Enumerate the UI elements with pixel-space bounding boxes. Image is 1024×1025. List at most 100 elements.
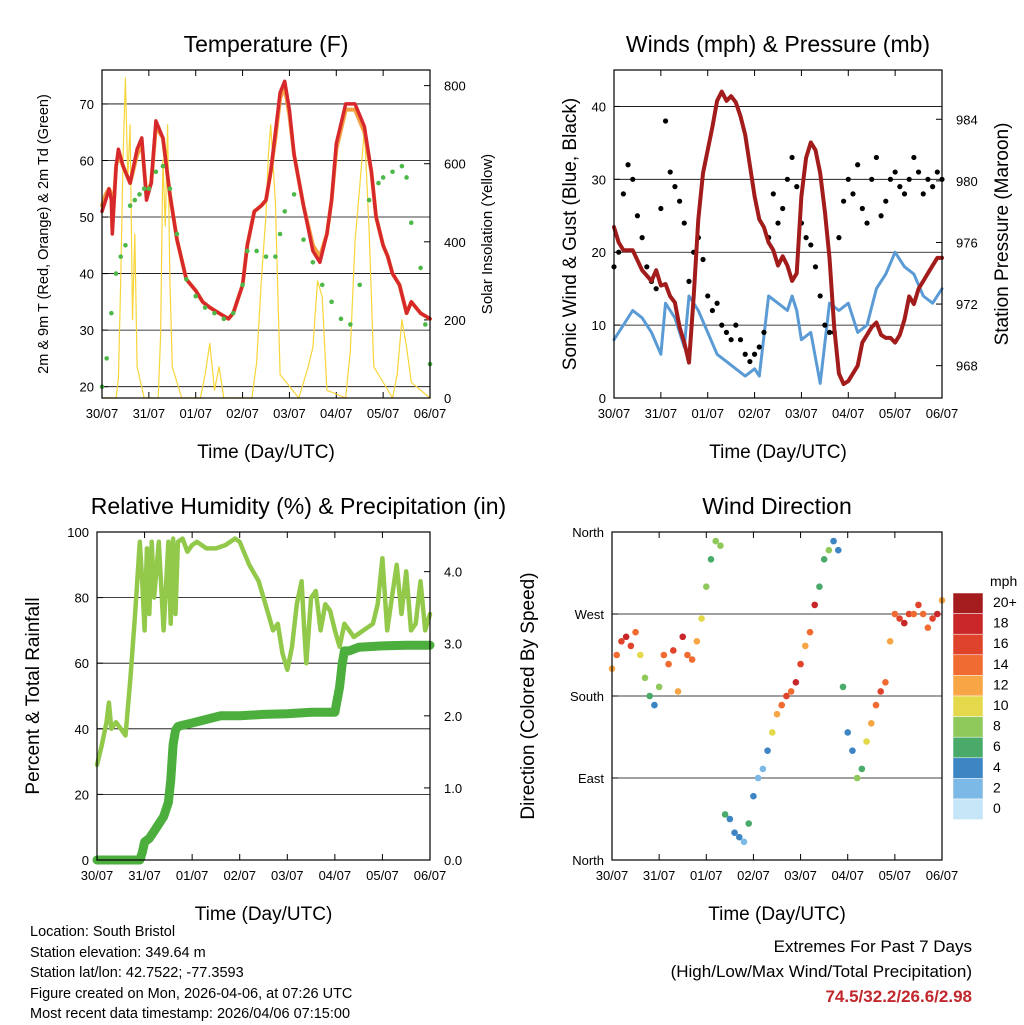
gust-point	[841, 198, 847, 204]
gust-point	[658, 205, 664, 212]
y-axis-label: Percent & Total Rainfall	[23, 597, 44, 794]
dewpoint-point	[338, 316, 344, 322]
x-tick-label: 31/07	[645, 406, 678, 421]
gust-point	[901, 191, 908, 197]
gust-point	[906, 176, 912, 182]
station-pressure-line	[612, 89, 944, 387]
colorbar-label: 20+	[993, 594, 1017, 610]
y-tick-label: 80	[75, 591, 89, 606]
y2-tick-label: 0.0	[444, 853, 462, 868]
colorbar-label: 18	[993, 615, 1009, 631]
y-tick-label: 40	[75, 722, 89, 737]
dewpoint-point	[291, 192, 297, 197]
chart-title: Relative Humidity (%) & Precipitation (i…	[91, 493, 506, 519]
gust-point	[700, 256, 706, 263]
gust-point	[934, 169, 940, 175]
gust-point	[794, 184, 800, 190]
direction-point	[651, 701, 658, 709]
y-tick-label: 0	[82, 853, 89, 868]
dewpoint-point	[127, 203, 133, 209]
gust-point	[770, 191, 776, 197]
extremes-title: Extremes For Past 7 Days	[773, 937, 972, 956]
colorbar-swatch	[952, 613, 984, 635]
y-tick-label: North	[572, 853, 604, 868]
dewpoint-point	[160, 163, 166, 169]
chart-title: Temperature (F)	[184, 31, 349, 57]
direction-point	[712, 537, 720, 545]
direction-point	[702, 583, 710, 590]
direction-point	[707, 556, 715, 563]
gust-point	[859, 205, 865, 212]
direction-point	[820, 556, 828, 563]
colorbar-swatch	[952, 695, 984, 717]
x-tick-label: 06/07	[926, 868, 959, 883]
colorbar-label: 16	[993, 635, 1009, 651]
direction-point	[806, 628, 814, 636]
gust-point	[915, 169, 922, 175]
direction-point	[915, 601, 922, 609]
recent-data-text: Most recent data timestamp: 2026/04/06 0…	[30, 1006, 351, 1023]
dewpoint-point	[301, 237, 306, 242]
dewpoint-point	[146, 186, 152, 192]
gust-point	[751, 351, 758, 357]
x-tick-label: 03/07	[785, 406, 818, 421]
y2-tick-label: 984	[956, 112, 978, 127]
x-tick-label: 03/07	[271, 868, 304, 883]
direction-point	[919, 610, 927, 618]
gust-point	[747, 358, 753, 365]
dewpoint-point	[174, 231, 180, 237]
x-tick-label: 05/07	[366, 868, 399, 883]
y2-axis-label: Solar Insolation (Yellow)	[479, 154, 496, 314]
precipitation-line	[92, 640, 435, 865]
dewpoint-point	[399, 163, 405, 169]
direction-point	[731, 829, 738, 836]
colorbar-swatch	[952, 633, 984, 656]
direction-point	[773, 710, 781, 718]
dewpoint-point	[376, 180, 381, 186]
colorbar-swatch	[952, 757, 984, 779]
gust-point	[897, 184, 903, 190]
dewpoint-point	[167, 186, 173, 192]
dewpoint-point	[184, 276, 189, 282]
direction-point	[933, 610, 941, 618]
dewpoint-point	[263, 254, 269, 259]
gust-point	[667, 169, 673, 175]
dewpoint-point	[153, 169, 159, 175]
dewpoint-point	[244, 248, 250, 254]
direction-point	[754, 774, 762, 782]
gust-point	[864, 220, 870, 226]
gust-point	[662, 118, 669, 124]
dewpoint-point	[329, 299, 334, 305]
direction-point	[669, 647, 677, 654]
direction-point	[886, 638, 894, 645]
direction-point	[641, 674, 649, 682]
y-tick-label: 30	[80, 323, 94, 338]
gust-point	[742, 351, 748, 357]
extremes-subtitle: (High/Low/Max Wind/Total Precipitation)	[670, 962, 972, 981]
dewpoint-point	[319, 282, 325, 288]
x-tick-label: 30/07	[86, 406, 119, 421]
colorbar-label: 4	[993, 759, 1001, 775]
y-axis-label: Direction (Colored By Speed)	[518, 572, 539, 819]
dewpoint-point	[404, 175, 409, 180]
direction-point	[740, 838, 748, 846]
x-tick-label: 01/07	[691, 406, 724, 421]
gust-point	[878, 213, 884, 219]
gust-point	[625, 162, 631, 168]
y2-tick-label: 600	[444, 157, 466, 172]
direction-point	[717, 542, 724, 549]
direction-point	[726, 815, 734, 823]
gust-point	[836, 235, 842, 241]
y-tick-label: South	[570, 689, 604, 704]
direction-point	[646, 692, 654, 700]
direction-point	[830, 537, 837, 545]
y2-tick-label: 400	[444, 235, 466, 250]
dewpoint-point	[254, 248, 259, 254]
gust-point	[672, 184, 678, 190]
direction-point	[816, 583, 823, 590]
colorbar-swatch	[952, 592, 984, 614]
dewpoint-point	[240, 282, 245, 288]
direction-point	[618, 638, 625, 645]
extremes-box: Extremes For Past 7 Days (High/Low/Max W…	[671, 934, 972, 1009]
dewpoint-point	[104, 356, 109, 361]
